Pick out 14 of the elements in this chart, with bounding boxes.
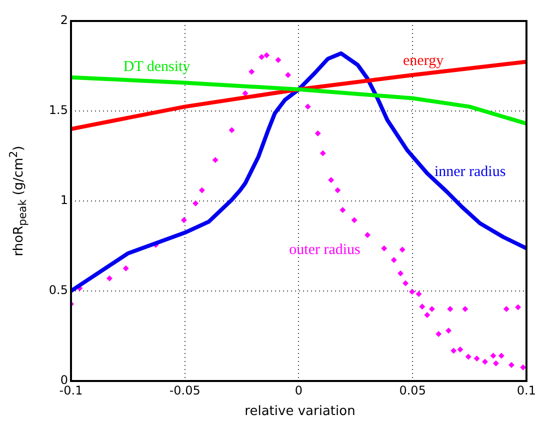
x-tick-label: -0.05 [169, 383, 200, 398]
series-label: outer radius [289, 242, 361, 258]
x-axis-title: relative variation [244, 404, 356, 419]
y-tick-label: 1.5 [48, 103, 68, 118]
y-tick-label: 0.5 [48, 283, 68, 298]
x-tick-label: 0 [294, 383, 303, 398]
series-label: DT density [123, 59, 191, 76]
y-tick-label: 1 [60, 193, 68, 208]
y-tick-label: 2 [60, 13, 68, 28]
x-tick-label: 0.1 [516, 383, 536, 398]
x-tick-label: -0.1 [59, 383, 83, 398]
series-label: energy [403, 52, 444, 69]
series-label: inner radius [434, 164, 506, 180]
x-tick-label: 0.05 [399, 383, 426, 398]
